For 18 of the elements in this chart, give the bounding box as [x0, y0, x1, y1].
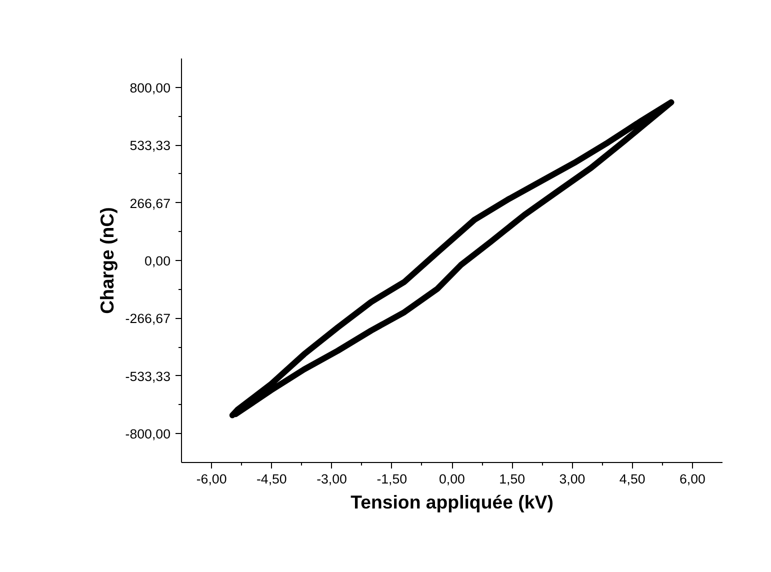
x-tick-label: 0,00: [439, 472, 465, 486]
x-tick-label: -4,50: [256, 472, 287, 486]
x-tick-label: 6,00: [679, 472, 706, 486]
x-tick-label: 4,50: [619, 472, 646, 486]
x-tick-label: 3,00: [559, 472, 586, 486]
y-tick-label: 0,00: [144, 254, 171, 268]
y-axis-title: Charge (nC): [96, 207, 118, 314]
y-tick-label: -266,67: [125, 311, 171, 326]
y-tick-label: 266,67: [130, 196, 170, 211]
y-tick-label: 533,33: [130, 138, 170, 154]
y-tick-label: -533,33: [125, 368, 171, 384]
y-tick-label: -800,00: [125, 426, 171, 442]
y-tick-label: 800,00: [130, 80, 170, 96]
x-axis-title: Tension appliquée (kV): [350, 492, 554, 512]
x-tick-label: -3,00: [316, 472, 347, 486]
x-tick-label: 1,50: [499, 472, 526, 486]
x-tick-label: -1,50: [376, 472, 408, 486]
x-tick-label: -6,00: [196, 472, 227, 486]
